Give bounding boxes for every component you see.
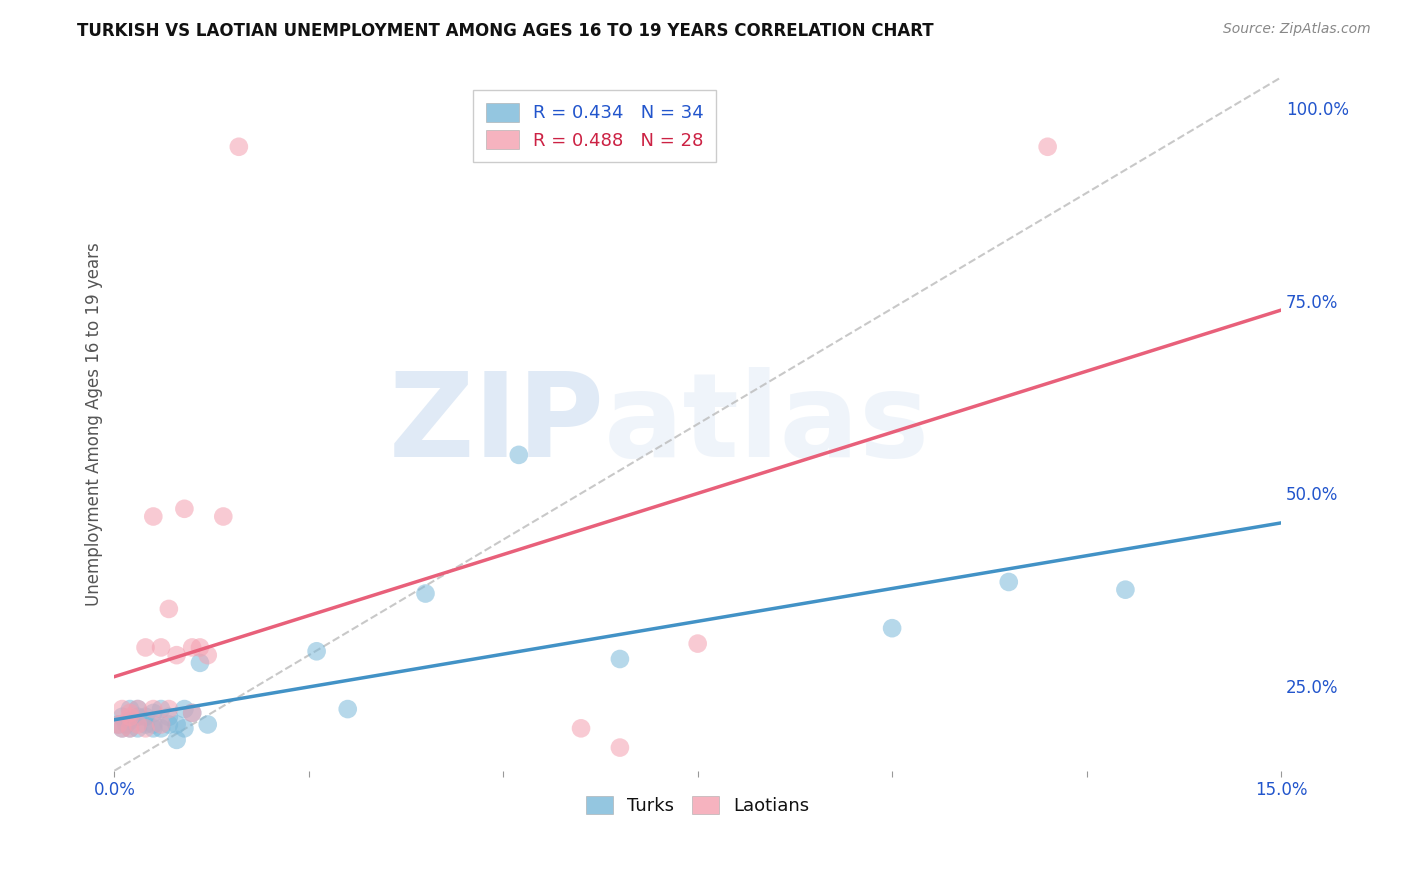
Point [181, 640, 204, 655]
Point [118, 722, 141, 736]
Point [173, 722, 195, 736]
Point [188, 656, 211, 670]
Point [111, 722, 134, 736]
Point [882, 621, 904, 635]
Point [157, 717, 180, 731]
Point [118, 714, 141, 728]
Point [107, 717, 129, 731]
Point [118, 702, 141, 716]
Point [127, 710, 149, 724]
Point [173, 501, 195, 516]
Point [111, 710, 134, 724]
Point [150, 722, 173, 736]
Point [118, 722, 141, 736]
Point [142, 706, 165, 720]
Y-axis label: Unemployment Among Ages 16 to 19 years: Unemployment Among Ages 16 to 19 years [86, 243, 103, 606]
Point [127, 717, 149, 731]
Point [157, 710, 180, 724]
Point [686, 637, 709, 651]
Legend: Turks, Laotians: Turks, Laotians [576, 787, 818, 824]
Point [142, 722, 165, 736]
Point [415, 586, 437, 600]
Point [150, 702, 173, 716]
Point [609, 740, 631, 755]
Point [127, 702, 149, 716]
Point [111, 702, 134, 716]
Point [150, 640, 173, 655]
Point [508, 448, 530, 462]
Point [1036, 140, 1059, 154]
Point [228, 140, 250, 154]
Point [134, 710, 156, 724]
Point [181, 706, 204, 720]
Point [181, 706, 204, 720]
Point [305, 644, 328, 658]
Point [142, 509, 165, 524]
Point [157, 602, 180, 616]
Point [115, 717, 138, 731]
Point [166, 717, 188, 731]
Point [127, 702, 149, 716]
Point [197, 717, 219, 731]
Point [197, 648, 219, 662]
Point [997, 574, 1019, 589]
Point [150, 717, 173, 731]
Point [212, 509, 235, 524]
Point [118, 710, 141, 724]
Point [336, 702, 359, 716]
Point [134, 722, 156, 736]
Point [142, 717, 165, 731]
Point [127, 722, 149, 736]
Point [1114, 582, 1136, 597]
Point [166, 732, 188, 747]
Point [142, 702, 165, 716]
Point [134, 640, 156, 655]
Point [107, 717, 129, 731]
Point [188, 640, 211, 655]
Point [134, 717, 156, 731]
Point [173, 702, 195, 716]
Point [118, 706, 141, 720]
Point [609, 652, 631, 666]
Point [157, 702, 180, 716]
Text: TURKISH VS LAOTIAN UNEMPLOYMENT AMONG AGES 16 TO 19 YEARS CORRELATION CHART: TURKISH VS LAOTIAN UNEMPLOYMENT AMONG AG… [77, 22, 934, 40]
Text: atlas: atlas [605, 367, 931, 482]
Text: Source: ZipAtlas.com: Source: ZipAtlas.com [1223, 22, 1371, 37]
Point [111, 722, 134, 736]
Point [166, 648, 188, 662]
Point [569, 722, 592, 736]
Text: ZIP: ZIP [388, 367, 605, 482]
